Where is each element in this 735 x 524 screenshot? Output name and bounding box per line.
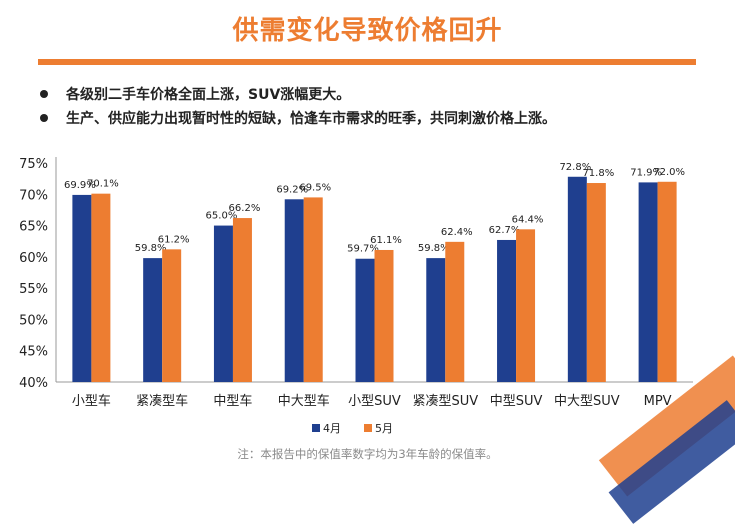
footnote: 注：本报告中的保值率数字均为3年车龄的保值率。 xyxy=(237,447,498,461)
y-tick-label: 60% xyxy=(19,251,48,266)
y-tick-label: 70% xyxy=(19,188,48,203)
title-underline xyxy=(38,59,696,65)
bar-april xyxy=(72,194,92,382)
bullet-text: 各级别二手车价格全面上涨，SUV涨幅更大。 xyxy=(66,87,351,103)
bullet-list: 各级别二手车价格全面上涨，SUV涨幅更大。 生产、供应能力出现暂时性的短缺，恰逢… xyxy=(40,82,720,130)
x-tick-label: 紧凑型车 xyxy=(136,393,188,409)
legend-label: 5月 xyxy=(375,422,393,435)
bullet-dot-icon xyxy=(40,114,48,122)
y-tick-label: 75% xyxy=(19,157,48,172)
x-tick-label: 中型SUV xyxy=(490,394,543,409)
data-label: 62.7% xyxy=(489,225,521,236)
x-tick-label: 中型车 xyxy=(213,393,252,409)
bar-april xyxy=(355,258,375,382)
data-label: 71.9% xyxy=(630,167,662,178)
data-label: 65.0% xyxy=(206,211,238,222)
y-tick-label: 55% xyxy=(19,282,48,297)
data-label: 71.8% xyxy=(582,168,614,179)
page-title: 供需变化导致价格回升 xyxy=(232,16,503,46)
bar-april xyxy=(567,176,587,382)
bar-april xyxy=(497,239,517,382)
x-tick-label: 紧凑型SUV xyxy=(412,394,478,409)
bar-may xyxy=(586,183,606,382)
bar-may xyxy=(232,218,252,382)
bar-may xyxy=(303,197,323,382)
bullet-dot-icon xyxy=(40,90,48,98)
bar-may xyxy=(445,241,465,382)
data-label: 70.1% xyxy=(87,179,119,190)
bar-april xyxy=(426,258,446,382)
data-label: 59.8% xyxy=(135,243,167,254)
x-tick-label: MPV xyxy=(644,394,672,409)
bullet-text: 生产、供应能力出现暂时性的短缺，恰逢车市需求的旺季，共同刺激价格上涨。 xyxy=(66,111,556,127)
bar-may xyxy=(91,193,111,382)
data-label: 61.2% xyxy=(158,234,190,245)
bar-april xyxy=(213,225,233,382)
legend-swatch xyxy=(312,424,320,432)
bar-chart: 40% 45% 50% 55% 60% 65% 70% 75% 69.9%70.1% 小型车 59.… xyxy=(19,157,693,435)
x-tick-label: 小型车 xyxy=(72,393,111,409)
data-label: 61.1% xyxy=(370,235,402,246)
chart-area: 40% 45% 50% 55% 60% 65% 70% 75% 69.9% 70.1% 小型车 59.… xyxy=(0,145,735,477)
bar-april xyxy=(638,182,658,382)
bullet-item: 各级别二手车价格全面上涨，SUV涨幅更大。 xyxy=(40,82,720,106)
y-tick-label: 65% xyxy=(19,220,48,235)
data-label: 64.4% xyxy=(512,214,544,225)
bar-may xyxy=(516,229,536,382)
x-tick-label: 中大型SUV xyxy=(554,394,620,409)
data-label: 69.2% xyxy=(276,184,308,195)
bar-may xyxy=(162,249,182,382)
data-label: 69.5% xyxy=(299,182,331,193)
bar-april xyxy=(143,258,163,382)
bar-may xyxy=(657,181,677,382)
legend-swatch xyxy=(364,424,372,432)
data-label: 69.9% xyxy=(64,180,96,191)
y-tick-label: 50% xyxy=(19,313,48,328)
data-label: 72.8% xyxy=(559,162,591,173)
data-label: 72.0% xyxy=(653,167,685,178)
data-label: 59.8% xyxy=(418,243,450,254)
legend-label: 4月 xyxy=(323,422,341,435)
data-label: 59.7% xyxy=(347,244,379,255)
data-label: 66.2% xyxy=(229,203,261,214)
bar-may xyxy=(374,249,394,382)
y-tick-label: 45% xyxy=(19,345,48,360)
bullet-item: 生产、供应能力出现暂时性的短缺，恰逢车市需求的旺季，共同刺激价格上涨。 xyxy=(40,106,720,130)
x-tick-label: 小型SUV xyxy=(348,394,401,409)
x-tick-label: 中大型车 xyxy=(278,393,330,409)
data-label: 62.4% xyxy=(441,227,473,238)
y-tick-label: 40% xyxy=(19,376,48,391)
bar-april xyxy=(284,199,304,382)
